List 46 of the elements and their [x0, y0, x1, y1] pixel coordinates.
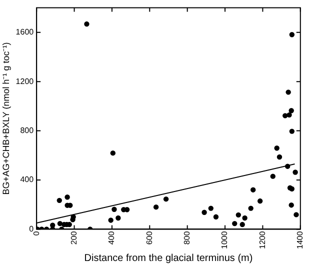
point	[288, 202, 294, 208]
point	[64, 194, 70, 200]
point	[289, 128, 295, 134]
x-tick-label: 1200	[258, 230, 267, 249]
x-tick-label: 1400	[296, 230, 305, 249]
point	[202, 210, 207, 215]
point	[257, 198, 263, 204]
point	[292, 170, 298, 175]
point	[163, 196, 169, 202]
point	[236, 212, 242, 218]
point	[108, 218, 114, 223]
point	[284, 164, 290, 169]
y-axis-title: BG+AG+CHB+BXLY (nmol h⁻¹ g toc⁻¹)	[0, 42, 11, 195]
point	[276, 154, 282, 160]
point	[213, 214, 219, 220]
point	[232, 220, 238, 226]
point	[248, 206, 254, 211]
point	[288, 108, 294, 114]
y-tick-label: 1600	[16, 28, 34, 37]
x-tick-label: 400	[107, 230, 116, 245]
point	[112, 206, 117, 212]
point	[274, 146, 280, 151]
x-tick-label: 0	[32, 230, 41, 236]
point	[208, 206, 214, 211]
point	[153, 204, 159, 210]
point	[242, 215, 248, 221]
point	[250, 187, 256, 192]
x-tick-label: 800	[182, 230, 192, 245]
point	[289, 32, 295, 38]
point	[56, 198, 62, 204]
point	[84, 21, 90, 27]
y-tick-label: 800	[20, 126, 34, 136]
y-tick-label: 1200	[16, 76, 34, 86]
y-tick-label: 0	[29, 224, 34, 234]
point	[110, 150, 116, 156]
y-tick-label: 400	[20, 175, 34, 184]
x-tick-label: 200	[69, 230, 78, 245]
point	[286, 112, 292, 118]
x-axis-title: Distance from the glacial terminus (m)	[84, 252, 253, 264]
point	[270, 174, 276, 179]
point	[116, 215, 121, 221]
point	[294, 212, 299, 218]
point	[286, 90, 291, 95]
x-tick-label: 1000	[220, 230, 230, 249]
point	[240, 222, 245, 228]
x-tick-label: 600	[144, 230, 154, 245]
